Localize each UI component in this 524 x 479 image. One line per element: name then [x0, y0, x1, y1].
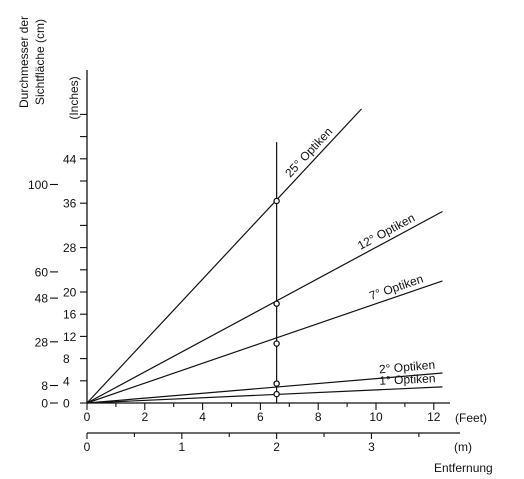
y-inch-tick-label: 44 [63, 152, 77, 166]
reference-point [273, 390, 280, 398]
y-inch-tick-label: 0 [63, 397, 70, 411]
reference-point [273, 340, 280, 347]
x-title: Entfernung [434, 461, 493, 475]
reference-point [273, 380, 280, 387]
series-line [86, 108, 362, 404]
y-cm-tick-label: 28 [35, 335, 49, 349]
y-cm-tick-label: 0 [41, 397, 48, 411]
x-m-tick-label: 2 [273, 440, 280, 454]
y-inch-tick-label: 28 [63, 241, 77, 255]
x-ticks: 0 2 4 6 8 10 120 1 2 3 [84, 403, 441, 454]
x-feet-tick-label: 8 [315, 410, 322, 424]
series-label: 25° Optiken [282, 125, 335, 180]
y-title-cm-line-2: Sichtfläche (cm) [33, 19, 47, 105]
y-inch-tick-label: 4 [63, 374, 70, 388]
x-feet-tick-label: 0 [84, 410, 91, 424]
y-inch-tick-label: 16 [63, 308, 77, 322]
y-inch-tick-label: 12 [63, 330, 77, 344]
series-label: 12° Optiken [355, 211, 417, 253]
reference-point [273, 300, 280, 307]
reference-point [273, 197, 280, 205]
x-m-tick-label: 0 [84, 440, 91, 454]
x-feet-tick-label: 2 [141, 410, 148, 424]
series-label: 1° Optiken [379, 371, 436, 388]
series-label: 2° Optiken [378, 358, 435, 377]
x-feet-tick-label: 12 [427, 410, 441, 424]
y-inch-tick-label: 20 [63, 286, 77, 300]
x-feet-tick-label: 4 [199, 410, 206, 424]
series-line [86, 210, 443, 404]
x-feet-tick-label: 10 [369, 410, 383, 424]
x-feet-tick-label: 6 [257, 410, 264, 424]
y-cm-tick-label: 100 [28, 178, 48, 192]
y-title-inches: (Inches) [67, 76, 81, 119]
reference-distance [273, 142, 280, 403]
series-line [86, 372, 443, 404]
y-cm-tick-label: 48 [35, 292, 49, 306]
x-m-tick-label: 3 [368, 440, 375, 454]
x-m-tick-label: 1 [178, 440, 185, 454]
series-line [86, 280, 443, 404]
y-inch-tick-label: 36 [63, 197, 77, 211]
y-inch-tick-label: 8 [63, 352, 70, 366]
x-unit-feet: (Feet) [455, 411, 487, 425]
y-cm-tick-label: 60 [35, 265, 49, 279]
y-cm-tick-label: 8 [41, 379, 48, 393]
x-unit-m: (m) [454, 440, 472, 454]
series-label: 7° Optiken [367, 272, 425, 303]
series-lines: 25° Optiken 12° Optiken 7° Optiken 2° Optik… [86, 108, 443, 404]
series-line [86, 386, 443, 404]
y-title-cm-line-1: Durchmesser der [17, 16, 31, 108]
